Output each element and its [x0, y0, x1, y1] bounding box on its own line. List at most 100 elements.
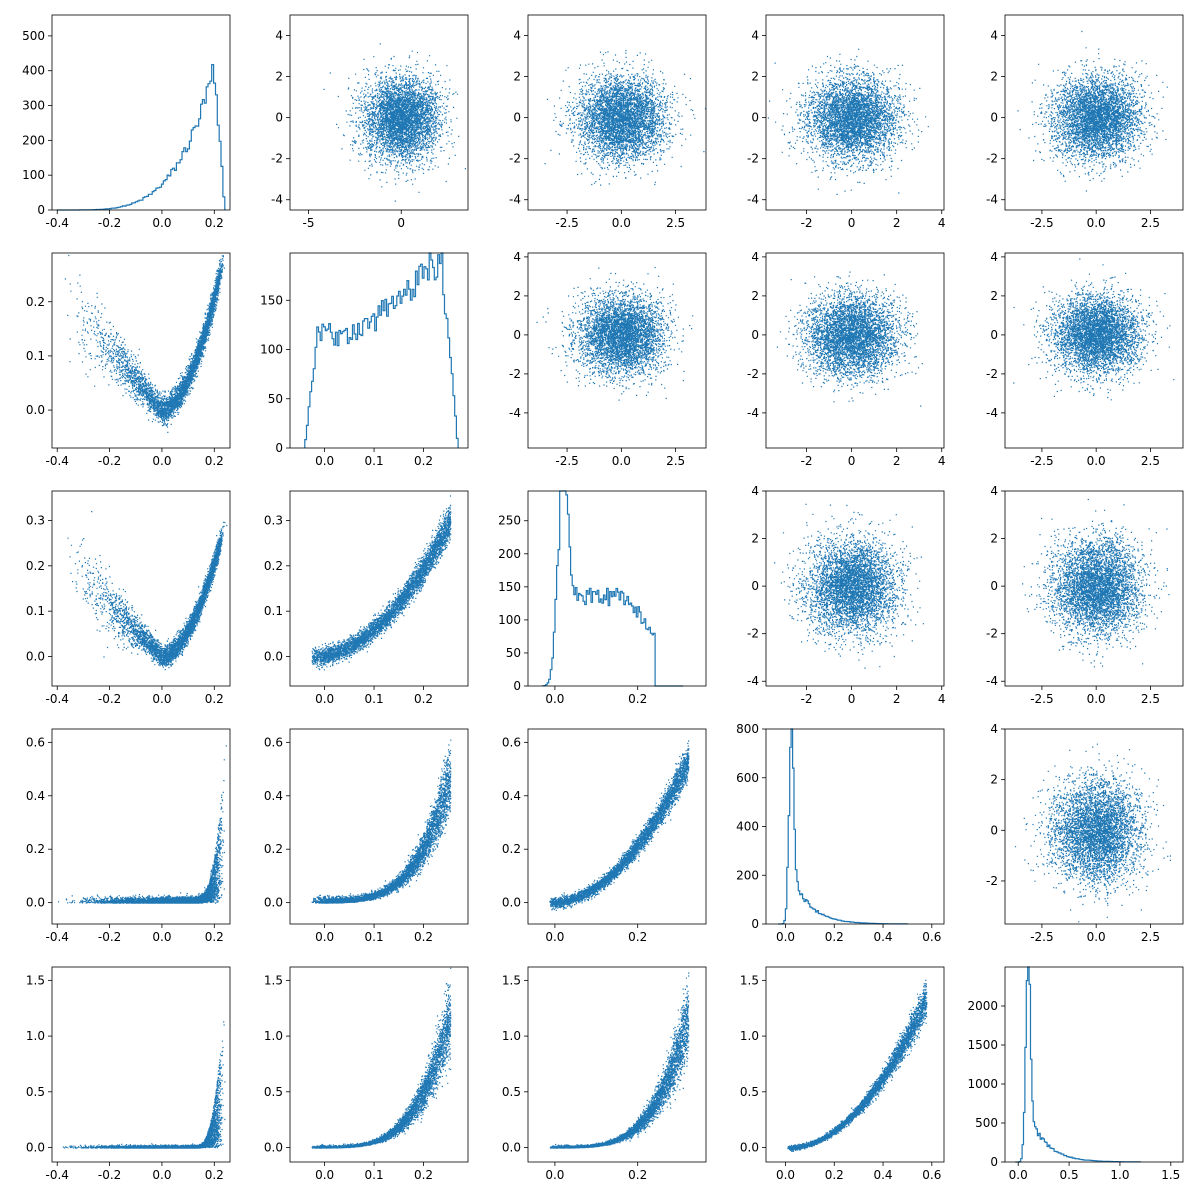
- y-tick-label: 0.4: [26, 789, 45, 803]
- y-tick-label: -2: [509, 367, 521, 381]
- x-tick-label: -2.5: [1030, 930, 1053, 944]
- x-tick-label: -0.2: [98, 930, 121, 944]
- x-tick-label: 0.0: [776, 930, 795, 944]
- x-tick-label: 2: [893, 692, 901, 706]
- x-tick-label: 0.0: [1087, 930, 1106, 944]
- scatter-points: [58, 745, 227, 904]
- y-tick-label: 2: [751, 289, 759, 303]
- x-tick-label: 0.2: [825, 930, 844, 944]
- subplot-r1-c2: -2.5 0.0 2.5 -4 -2 0 2 4: [509, 250, 707, 468]
- axes-frame: [765, 490, 945, 687]
- scatter-points: [1013, 258, 1175, 401]
- x-tick-label: 0.0: [545, 930, 564, 944]
- subplot-r4-c1: 0.0 0.1 0.2 0.0 0.5 1.0 1.5: [264, 966, 469, 1182]
- y-tick-label: -4: [271, 193, 283, 207]
- y-tick-label: 4: [990, 722, 998, 736]
- y-tick-label: 0.2: [264, 559, 283, 573]
- subplot-r4-c0: -0.4 -0.2 0.0 0.2 0.0 0.5 1.0 1.5: [26, 966, 231, 1182]
- y-tick-label: -4: [747, 674, 759, 688]
- x-tick-label: 2.5: [1141, 216, 1160, 230]
- y-tick-label: 0.3: [26, 513, 45, 527]
- scatter-points: [776, 271, 923, 407]
- x-tick-label: -2: [801, 454, 813, 468]
- y-tick-label: -2: [986, 874, 998, 888]
- subplot-r0-c1: -5 0 -4 -2 0 2 4: [271, 14, 469, 230]
- subplot-r1-c0: -0.4 -0.2 0.0 0.2 0.0 0.1 0.2: [26, 252, 231, 468]
- axes-frame: [1004, 14, 1184, 211]
- scatter-points: [64, 254, 225, 433]
- y-tick-label: -4: [747, 406, 759, 420]
- y-tick-label: 50: [506, 646, 521, 660]
- y-tick-label: 4: [751, 29, 759, 43]
- x-tick-label: 0.2: [628, 930, 647, 944]
- y-tick-label: 0.2: [264, 842, 283, 856]
- x-tick-label: 0.2: [414, 692, 433, 706]
- y-tick-label: 200: [736, 868, 759, 882]
- x-tick-label: 0.0: [152, 216, 171, 230]
- x-tick-label: 4: [938, 454, 946, 468]
- y-tick-label: 2: [990, 70, 998, 84]
- x-tick-label: 0.2: [205, 692, 224, 706]
- y-tick-label: 1.0: [264, 1029, 283, 1043]
- y-tick-label: -4: [986, 193, 998, 207]
- axes-frame: [527, 728, 707, 925]
- axes-frame: [289, 14, 469, 211]
- y-tick-label: 0: [513, 328, 521, 342]
- scatter-points: [536, 266, 694, 401]
- y-tick-label: 400: [736, 820, 759, 834]
- subplot-r2-c2: 0.0 0.2 0 50 100 150 200 250: [498, 490, 707, 706]
- x-tick-label: 1.5: [1161, 1168, 1180, 1182]
- x-tick-label: 0: [848, 692, 856, 706]
- axes-frame: [765, 966, 945, 1163]
- x-tick-label: 0.0: [545, 692, 564, 706]
- scatter-points: [774, 503, 924, 669]
- x-tick-label: 0.0: [152, 692, 171, 706]
- x-tick-label: 0.5: [1060, 1168, 1079, 1182]
- y-tick-label: 800: [736, 722, 759, 736]
- subplot-r3-c2: 0.0 0.2 0.0 0.2 0.4 0.6: [502, 728, 707, 944]
- y-tick-label: 0.0: [26, 650, 45, 664]
- y-tick-label: 0.5: [502, 1085, 521, 1099]
- y-tick-label: -4: [986, 674, 998, 688]
- histogram-line: [304, 252, 459, 448]
- y-tick-label: 0.6: [502, 735, 521, 749]
- x-tick-label: 0.0: [545, 1168, 564, 1182]
- y-tick-label: 2: [751, 532, 759, 546]
- histogram-line: [57, 63, 226, 211]
- x-tick-label: -0.2: [98, 692, 121, 706]
- y-tick-label: 4: [990, 484, 998, 498]
- y-tick-label: 2: [513, 289, 521, 303]
- x-tick-label: 0.2: [414, 454, 433, 468]
- scatter-points: [67, 511, 228, 671]
- y-tick-label: 200: [498, 547, 521, 561]
- y-tick-label: 4: [275, 29, 283, 43]
- scatter-points: [544, 49, 707, 186]
- y-tick-label: 0: [513, 679, 521, 693]
- axes-frame: [51, 14, 231, 211]
- x-tick-label: 0.2: [205, 1168, 224, 1182]
- y-tick-label: 0.5: [26, 1085, 45, 1099]
- x-tick-label: -2.5: [555, 454, 578, 468]
- axes-frame: [527, 490, 707, 687]
- subplot-r4-c3: 0.0 0.2 0.4 0.6 0.0 0.5 1.0 1.5: [740, 966, 945, 1182]
- y-tick-label: 0.1: [264, 604, 283, 618]
- subplot-r3-c4: -2.5 0.0 2.5 -2 0 2 4: [986, 722, 1184, 944]
- y-tick-label: 600: [736, 771, 759, 785]
- x-tick-label: 0.2: [825, 1168, 844, 1182]
- y-tick-label: 4: [513, 250, 521, 264]
- scatter-points: [767, 48, 929, 196]
- scatter-points: [311, 739, 452, 904]
- subplot-r2-c4: -2.5 0.0 2.5 -4 -2 0 2 4: [986, 484, 1184, 706]
- x-tick-label: 0.4: [873, 930, 892, 944]
- x-tick-label: 2.5: [1141, 930, 1160, 944]
- x-tick-label: 1.0: [1110, 1168, 1129, 1182]
- y-tick-label: 0: [990, 328, 998, 342]
- scatter-points: [311, 495, 452, 671]
- histogram-line: [541, 490, 684, 687]
- y-tick-label: 4: [513, 29, 521, 43]
- x-tick-label: 0: [848, 216, 856, 230]
- y-tick-label: 250: [498, 514, 521, 528]
- y-tick-label: -2: [509, 152, 521, 166]
- y-tick-label: 0.0: [740, 1141, 759, 1155]
